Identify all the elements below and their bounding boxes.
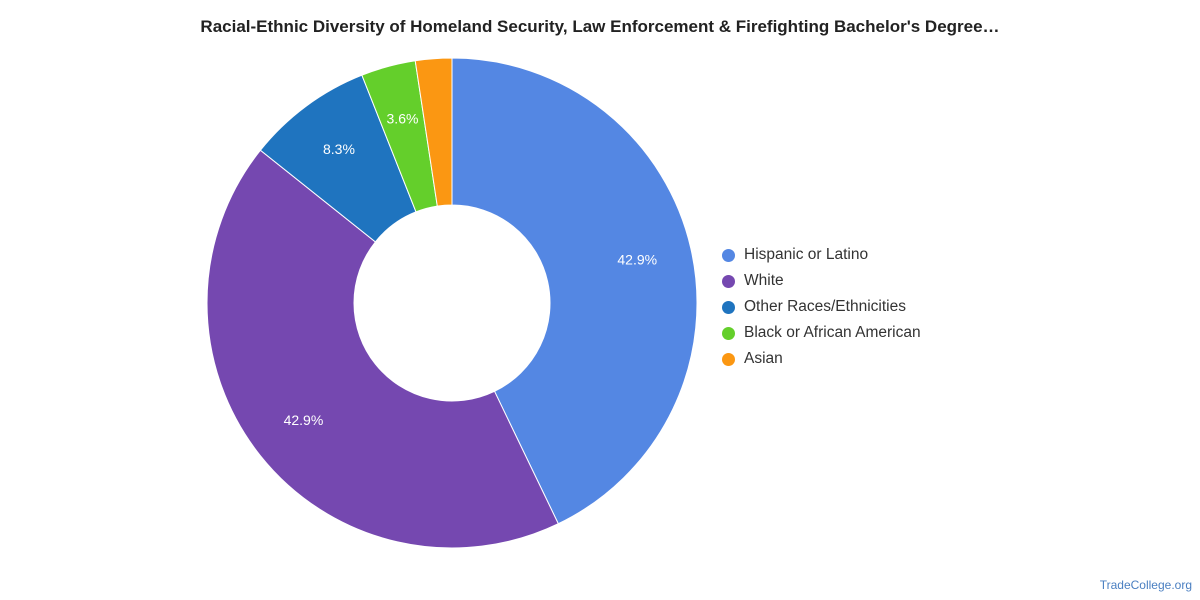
legend-swatch-icon (722, 352, 735, 366)
legend-swatch-icon (722, 300, 735, 314)
legend-item-hispanic-or-latino[interactable]: Hispanic or Latino (722, 242, 921, 268)
watermark: TradeCollege.org (1099, 578, 1192, 592)
legend-item-other-races-ethnicities[interactable]: Other Races/Ethnicities (722, 294, 921, 320)
slice-label-white: 42.9% (284, 412, 324, 428)
legend-label: Asian (744, 350, 783, 367)
slice-label-hispanic-or-latino: 42.9% (617, 251, 657, 267)
slice-white (206, 149, 559, 549)
legend-swatch-icon (722, 326, 735, 340)
legend-label: Black or African American (744, 324, 921, 341)
legend-item-black-or-african-american[interactable]: Black or African American (722, 320, 921, 346)
slice-asian (414, 57, 453, 207)
legend-label: White (744, 272, 784, 289)
legend-swatch-icon (722, 274, 735, 288)
chart-legend: Hispanic or Latino White Other Races/Ethni… (722, 242, 921, 372)
slice-label-other-races-ethnicities: 8.3% (323, 141, 355, 157)
legend-label: Hispanic or Latino (744, 246, 869, 263)
slice-label-black-or-african-american: 3.6% (387, 110, 419, 126)
legend-item-white[interactable]: White (722, 268, 921, 294)
legend-item-asian[interactable]: Asian (722, 346, 921, 372)
legend-swatch-icon (722, 248, 735, 262)
slice-hispanic-or-latino (451, 57, 698, 525)
legend-label: Other Races/Ethnicities (744, 298, 906, 315)
chart-title: Racial-Ethnic Diversity of Homeland Secu… (200, 17, 1000, 36)
